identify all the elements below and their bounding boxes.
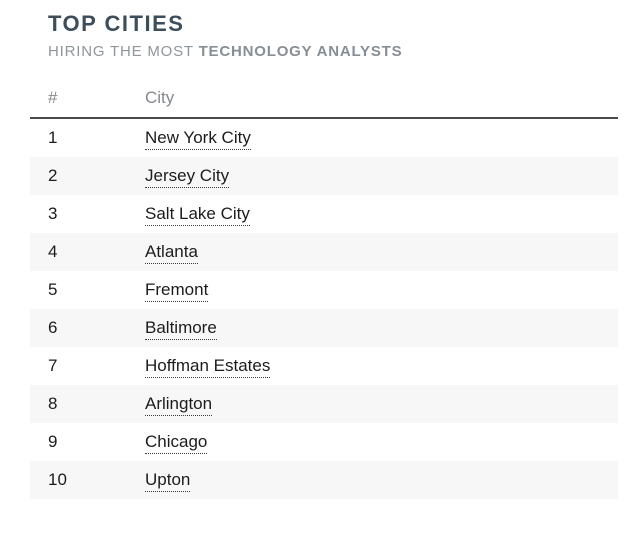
rank-cell: 1	[48, 128, 58, 148]
rank-cell: 2	[48, 166, 58, 186]
city-link[interactable]: Chicago	[145, 431, 208, 454]
rank-cell: 5	[48, 280, 58, 300]
city-link[interactable]: Fremont	[145, 279, 209, 302]
table-row: 10 Upton	[30, 461, 618, 500]
subtitle-emphasis-text: TECHNOLOGY ANALYSTS	[198, 43, 403, 61]
city-cell: Upton	[145, 461, 618, 499]
cities-table: # City 1 New York City 2 Jersey City 3 S…	[30, 88, 618, 500]
city-cell: Atlanta	[145, 233, 618, 271]
panel-heading: TOP CITIES HIRING THE MOST TECHNOLOGY AN…	[30, 11, 618, 61]
city-cell: New York City	[145, 118, 618, 157]
city-link[interactable]: Atlanta	[145, 241, 198, 264]
rank-cell: 6	[48, 318, 58, 338]
table-row: 2 Jersey City	[30, 157, 618, 196]
city-cell: Salt Lake City	[145, 195, 618, 233]
table-row: 1 New York City	[30, 118, 618, 157]
column-header-city: City	[145, 88, 618, 120]
table-row: 6 Baltimore	[30, 309, 618, 348]
city-cell: Fremont	[145, 271, 618, 309]
page-title: TOP CITIES	[48, 11, 185, 36]
city-link[interactable]: Hoffman Estates	[145, 355, 271, 378]
rank-cell: 4	[48, 242, 58, 262]
city-link[interactable]: Baltimore	[145, 317, 217, 340]
table-row: 8 Arlington	[30, 385, 618, 424]
city-link[interactable]: Salt Lake City	[145, 203, 250, 226]
top-cities-panel: TOP CITIES HIRING THE MOST TECHNOLOGY AN…	[30, 11, 618, 500]
rank-cell: 3	[48, 204, 58, 224]
city-cell: Hoffman Estates	[145, 347, 618, 385]
city-link[interactable]: Upton	[145, 469, 191, 492]
page-subtitle: HIRING THE MOST TECHNOLOGY ANALYSTS	[48, 43, 618, 61]
table-row: 9 Chicago	[30, 423, 618, 461]
rank-cell: 10	[48, 470, 67, 490]
rank-cell: 9	[48, 432, 58, 452]
city-cell: Jersey City	[145, 157, 618, 195]
city-cell: Baltimore	[145, 309, 618, 347]
rank-cell: 7	[48, 356, 58, 376]
cities-table-body: 1 New York City 2 Jersey City 3 Salt Lak…	[30, 118, 618, 500]
column-header-rank: #	[30, 88, 145, 120]
header-row: # City	[30, 88, 618, 120]
city-cell: Arlington	[145, 385, 618, 423]
city-link[interactable]: Arlington	[145, 393, 213, 416]
rank-cell: 8	[48, 394, 58, 414]
table-row: 3 Salt Lake City	[30, 195, 618, 233]
city-cell: Chicago	[145, 423, 618, 461]
table-row: 4 Atlanta	[30, 233, 618, 272]
table-row: 7 Hoffman Estates	[30, 347, 618, 385]
city-link[interactable]: Jersey City	[145, 165, 230, 188]
table-row: 5 Fremont	[30, 271, 618, 309]
subtitle-regular-text: HIRING THE MOST	[48, 43, 199, 61]
city-link[interactable]: New York City	[145, 127, 251, 150]
cities-table-head: # City	[30, 88, 618, 120]
